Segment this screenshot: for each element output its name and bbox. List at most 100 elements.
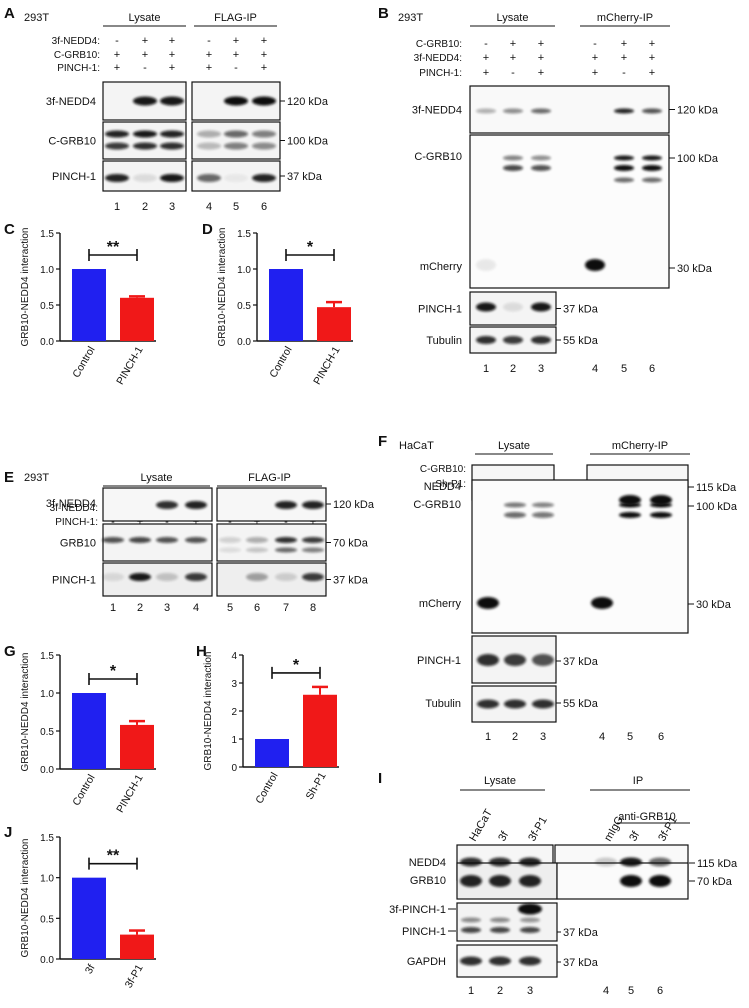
band <box>461 927 481 933</box>
column-label: 3f <box>496 829 511 844</box>
condition-label: Sh-P1: <box>435 479 466 490</box>
condition-mark: - <box>165 516 169 528</box>
panel-letter: F <box>378 433 387 450</box>
band <box>614 108 634 114</box>
band-label: 3f-NEDD4 <box>46 498 96 510</box>
band <box>197 142 221 150</box>
significance-mark: * <box>110 663 117 680</box>
condition-mark: - <box>111 516 115 528</box>
band <box>476 259 496 271</box>
blot-box <box>191 121 281 160</box>
lane-number: 2 <box>497 985 503 997</box>
lane-number: 3 <box>169 201 175 213</box>
x-tick-label: Control <box>267 345 294 380</box>
band <box>503 165 523 171</box>
condition-label: 3f-NEDD4: <box>52 36 100 47</box>
condition-mark: + <box>310 516 316 528</box>
band <box>476 336 496 344</box>
band <box>520 927 540 933</box>
condition-mark: + <box>254 516 260 528</box>
band <box>531 302 551 312</box>
band <box>532 654 554 666</box>
band <box>642 177 662 183</box>
band-label: NEDD4 <box>409 857 446 869</box>
lane-number: 3 <box>538 363 544 375</box>
band <box>531 155 551 161</box>
band-label: 3f-PINCH-1 <box>389 904 446 916</box>
significance-mark: * <box>293 657 300 674</box>
band <box>252 174 276 182</box>
band <box>489 956 511 966</box>
column-label: 3f <box>627 829 642 844</box>
y-tick-label: 0.0 <box>40 955 54 966</box>
band <box>275 501 297 509</box>
panel-letter: B <box>378 5 389 22</box>
panel-letter: G <box>4 643 16 660</box>
lane-number: 1 <box>483 363 489 375</box>
cell-line: 293T <box>398 12 423 24</box>
lane-number: 2 <box>142 201 148 213</box>
panel-letter: J <box>4 824 12 841</box>
band <box>133 130 157 138</box>
condition-mark: - <box>115 35 119 47</box>
lane-number: 2 <box>510 363 516 375</box>
condition-mark: + <box>510 52 516 64</box>
band <box>504 699 526 709</box>
bar <box>120 934 154 959</box>
mw-label: 120 kDa <box>333 499 375 511</box>
mw-label: 37 kDa <box>563 957 599 969</box>
y-tick-label: 1.5 <box>237 229 251 240</box>
y-tick-label: 1.0 <box>40 874 54 885</box>
y-tick-label: 2 <box>231 707 237 718</box>
condition-mark: + <box>261 49 267 61</box>
band <box>503 302 523 312</box>
group-header: FLAG-IP <box>248 472 291 484</box>
band <box>461 917 481 923</box>
band <box>105 142 129 150</box>
mw-label: 37 kDa <box>333 575 369 587</box>
y-axis-label: GRB10-NEDD4 interaction <box>203 652 214 771</box>
group-header: Lysate <box>128 12 160 24</box>
chart-C: C 0.0 0.5 1.0 1.5 GRB10-NEDD4 interaction Cont… <box>4 221 156 387</box>
band <box>519 875 541 887</box>
mw-label: 70 kDa <box>333 538 369 550</box>
lane-number: 4 <box>206 201 212 213</box>
lane-number: 6 <box>657 985 663 997</box>
panel-letter: D <box>202 221 213 238</box>
band <box>585 259 605 271</box>
condition-mark: + <box>114 62 120 74</box>
significance-bracket <box>285 249 335 261</box>
y-axis-label: GRB10-NEDD4 interaction <box>20 839 31 958</box>
condition-label: 3f-NEDD4: <box>414 53 462 64</box>
group-header: mCherry-IP <box>597 12 653 24</box>
panel-letter: I <box>378 770 382 787</box>
band <box>532 699 554 709</box>
condition-mark: + <box>261 35 267 47</box>
panel-letter: A <box>4 5 15 22</box>
mw-label: 37 kDa <box>287 171 323 183</box>
band <box>156 501 178 509</box>
band <box>246 573 268 581</box>
band-label: PINCH-1 <box>418 304 462 316</box>
band <box>504 502 526 508</box>
band <box>219 537 241 543</box>
bar <box>269 269 303 341</box>
mw-label: 100 kDa <box>677 153 719 165</box>
lane-number: 4 <box>599 731 605 743</box>
band <box>460 875 482 887</box>
band <box>102 537 124 543</box>
condition-mark: + <box>169 35 175 47</box>
band <box>156 573 178 581</box>
band <box>620 857 642 867</box>
band <box>619 512 641 518</box>
lane-number: 6 <box>658 731 664 743</box>
condition-mark: + <box>206 49 212 61</box>
band <box>503 336 523 344</box>
lane-number: 5 <box>227 602 233 614</box>
panel-letter: E <box>4 469 14 486</box>
bar <box>72 877 106 959</box>
y-tick-label: 0.5 <box>40 914 54 925</box>
band <box>275 573 297 581</box>
mw-label: 30 kDa <box>696 599 732 611</box>
band <box>531 108 551 114</box>
